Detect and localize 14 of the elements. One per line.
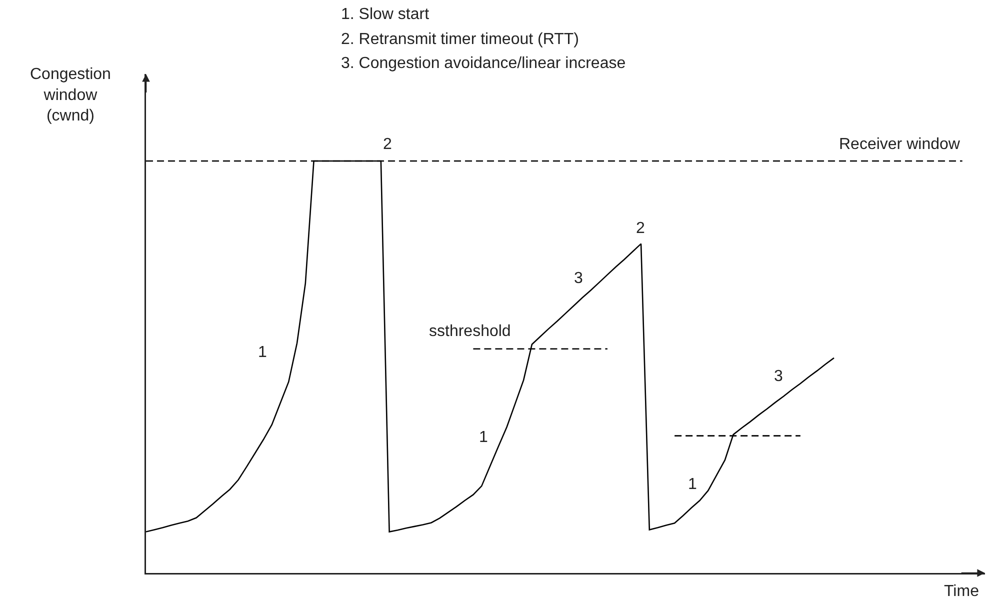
annotation: 3 (574, 270, 583, 287)
text: 2. Retransmit timer timeout (RTT) (341, 31, 579, 48)
text: 2 (383, 136, 392, 153)
x-axis-title: Time (944, 583, 980, 600)
text: 3. Congestion avoidance/linear increase (341, 55, 626, 72)
annotation: 1 (258, 344, 267, 361)
y-axis-title: Congestion window (cwnd) (30, 66, 111, 125)
ref-line-label: Receiver window (839, 136, 960, 153)
annotation: 2 (636, 220, 645, 237)
annotation: 1 (479, 429, 488, 446)
annotation: ssthreshold (429, 323, 511, 340)
annotation: 3 (774, 368, 783, 385)
annotation: 1 (688, 476, 697, 493)
text: 1. Slow start (341, 6, 430, 23)
